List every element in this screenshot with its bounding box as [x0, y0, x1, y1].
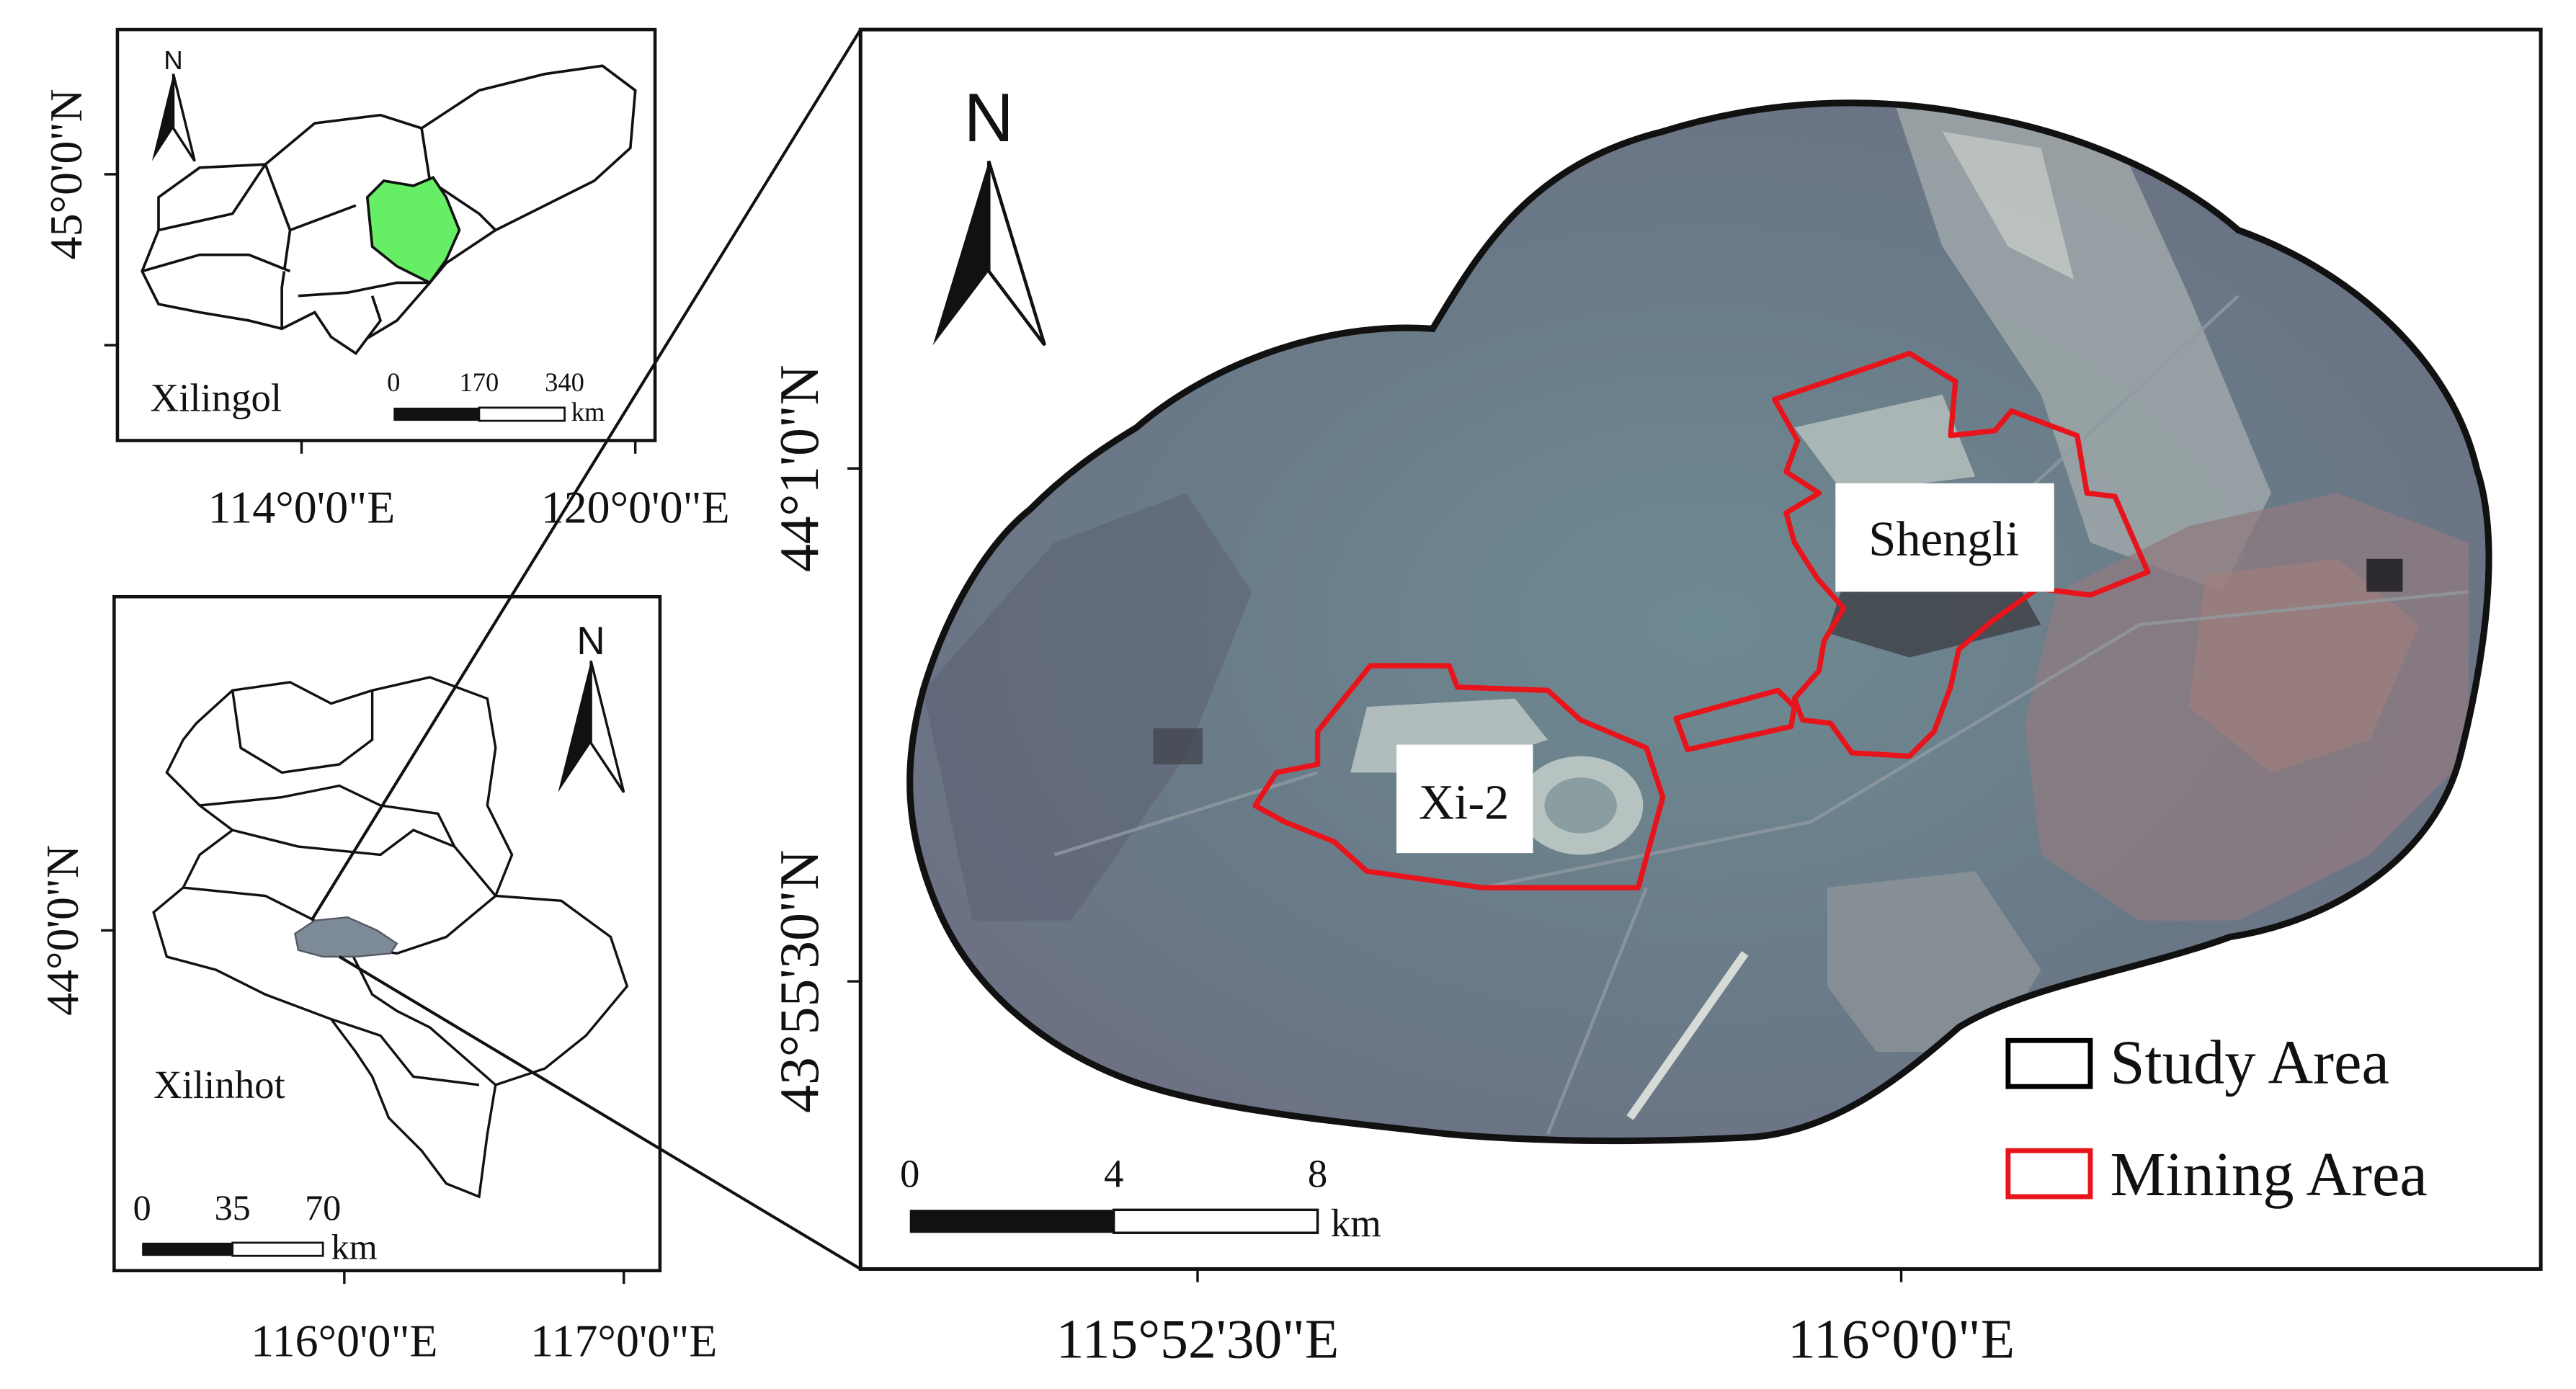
- mine-label-shengli: Shengli: [1835, 483, 2054, 592]
- legend: Study Area Mining Area: [2005, 1028, 2428, 1209]
- inset-xilinhot: N Xilinhot 0 35 70 km 44°0'0"N 116°0'0"E…: [37, 594, 717, 1366]
- svg-text:Xi-2: Xi-2: [1419, 774, 1509, 829]
- main-map: Shengli Xi-2 N 0 4 8 km Study Area Minin…: [768, 27, 2543, 1370]
- region-label-xilinhot: Xilinhot: [153, 1063, 285, 1107]
- svg-text:170: 170: [460, 367, 499, 397]
- region-label-xilingol: Xilingol: [151, 375, 282, 419]
- svg-text:0: 0: [133, 1187, 151, 1228]
- svg-text:70: 70: [305, 1187, 341, 1228]
- scale-bar: 0 4 8 km: [900, 1151, 1381, 1244]
- north-label: N: [576, 618, 605, 663]
- legend-label-mining-area: Mining Area: [2110, 1140, 2428, 1209]
- north-arrow-icon: N: [151, 45, 196, 162]
- lon-label: 116°0'0"E: [251, 1315, 437, 1366]
- mining-areas: [1252, 350, 2151, 890]
- lon-label: 115°52'30"E: [1056, 1308, 1340, 1370]
- svg-text:km: km: [331, 1227, 378, 1267]
- svg-text:340: 340: [545, 367, 584, 397]
- svg-text:4: 4: [1104, 1151, 1123, 1195]
- scale-bar: 0 170 340 km: [387, 367, 605, 426]
- mining-area-shengli-strip: [1673, 687, 1797, 753]
- svg-text:km: km: [1331, 1201, 1381, 1245]
- svg-text:0: 0: [900, 1151, 919, 1195]
- lat-label: 44°1'0"N: [768, 365, 830, 572]
- legend-swatch-mining-area: [2005, 1148, 2093, 1200]
- lat-label: 44°0'0"N: [37, 845, 88, 1016]
- lat-label: 45°0'0"N: [40, 89, 92, 259]
- lon-label: 117°0'0"E: [530, 1315, 717, 1366]
- mining-area-shengli: [1772, 350, 2151, 759]
- north-label: N: [964, 79, 1014, 156]
- study-area-thumbnail: [294, 916, 398, 958]
- north-label: N: [164, 45, 182, 75]
- legend-label-study-area: Study Area: [2110, 1028, 2389, 1097]
- mining-area-xi2: [1252, 663, 1666, 890]
- legend-swatch-study-area: [2005, 1037, 2093, 1089]
- xilinhot-highlight: [365, 176, 461, 285]
- mine-label-xi2: Xi-2: [1396, 744, 1533, 854]
- lon-label: 120°0'0"E: [541, 482, 730, 533]
- lon-label: 114°0'0"E: [208, 482, 395, 533]
- scale-bar: 0 35 70 km: [133, 1187, 378, 1267]
- lat-label: 43°55'30"N: [768, 849, 830, 1112]
- svg-text:km: km: [571, 397, 605, 426]
- study-area-boundary: [906, 99, 2492, 1145]
- svg-text:8: 8: [1308, 1151, 1327, 1195]
- inset-xilingol: N Xilingol 0 170 340 km 45°0'0"N 114°0'0…: [40, 27, 730, 533]
- svg-text:0: 0: [387, 367, 400, 397]
- svg-text:35: 35: [215, 1187, 251, 1228]
- zoom-connector-lines: [310, 28, 863, 1271]
- lon-label: 116°0'0"E: [1788, 1308, 2015, 1370]
- svg-text:Shengli: Shengli: [1868, 512, 2019, 566]
- inset-xilinhot-frame: [112, 594, 662, 1273]
